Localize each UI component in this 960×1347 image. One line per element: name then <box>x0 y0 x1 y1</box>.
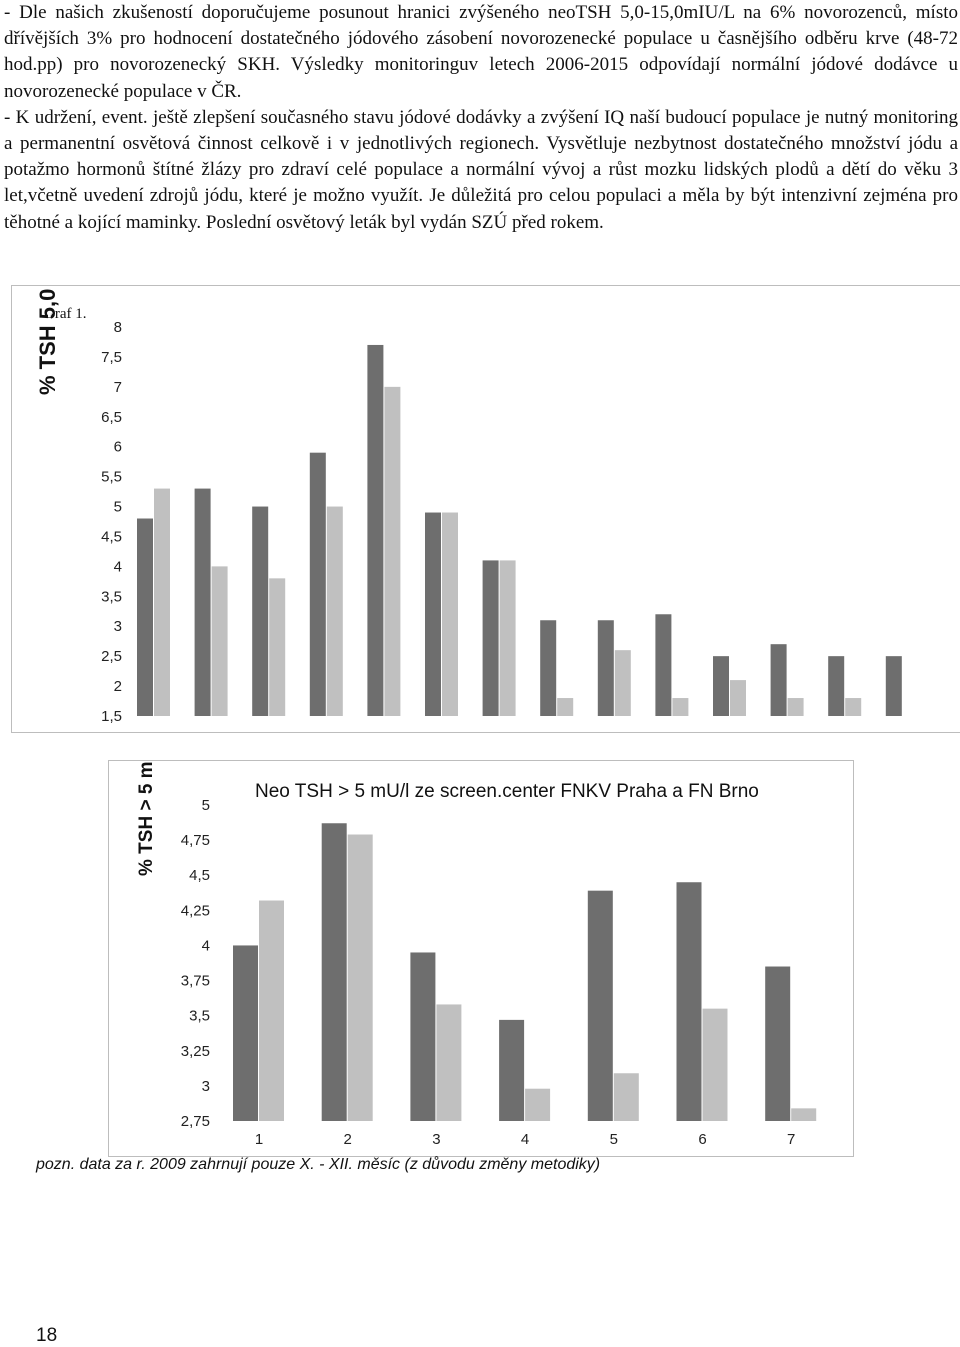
y-tick-label: 4 <box>202 937 210 954</box>
bar-series1 <box>770 644 787 716</box>
bar-series1 <box>410 952 436 1121</box>
bar-series2 <box>791 1108 817 1121</box>
paragraph-monitoring: - K udržení, event. ještě zlepšení souča… <box>4 106 958 233</box>
y-tick-label: 8 <box>114 319 122 336</box>
y-tick-label: 2 <box>114 678 122 695</box>
bar-series1 <box>885 656 902 716</box>
y-tick-label: 6 <box>114 439 122 456</box>
paragraph-neotsh-threshold: - Dle našich zkušeností doporučujeme pos… <box>4 2 958 102</box>
bar-series1 <box>499 1019 525 1121</box>
bar-series2 <box>211 566 228 716</box>
bar-series1 <box>252 506 269 716</box>
x-tick-label: 2 <box>344 1131 352 1148</box>
chart2-title: Neo TSH > 5 mU/l ze screen.center FNKV P… <box>255 781 759 802</box>
y-tick-label: 4,25 <box>181 902 210 919</box>
bar-series2 <box>154 488 170 716</box>
x-tick-label: 7 <box>787 1131 795 1148</box>
chart2-bar-chart: 5 4,75 4,5 4,25 4 3,75 3,5 3,25 3 2,75 1 2 3 4 5 6 7 <box>181 797 817 1148</box>
chart1-bar-chart: 8 7,5 7 6,5 6 5,5 5 4,5 4 3,5 3 2,5 2 1,5 <box>101 319 902 725</box>
bar-series2 <box>787 698 804 716</box>
bar-series1 <box>482 560 499 716</box>
bar-series2 <box>436 1004 462 1121</box>
bar-series2 <box>442 512 458 716</box>
y-tick-label: 5 <box>202 797 210 814</box>
bar-series1 <box>676 882 702 1121</box>
chart1-caption: Graf 1. <box>44 306 87 322</box>
y-tick-label: 4,5 <box>101 528 122 545</box>
bar-series2 <box>347 834 373 1121</box>
y-tick-label: 2,5 <box>101 648 122 665</box>
bar-series2 <box>672 698 689 716</box>
bar-series2 <box>557 698 574 716</box>
body-text: - Dle našich zkušeností doporučujeme pos… <box>4 0 958 236</box>
bar-series1 <box>233 945 258 1121</box>
bar-series2 <box>845 698 862 716</box>
bar-series2 <box>269 578 286 716</box>
page-number: 18 <box>36 1325 58 1346</box>
bar-series1 <box>321 823 347 1121</box>
bar-series2 <box>259 900 284 1121</box>
bar-series2 <box>326 506 343 716</box>
bar-series2 <box>499 560 516 716</box>
y-tick-label: 4 <box>114 558 122 575</box>
bar-series2 <box>730 680 746 716</box>
y-tick-label: 3,5 <box>189 1008 210 1025</box>
bar-series2 <box>613 1073 639 1121</box>
bar-series2 <box>702 1008 728 1121</box>
y-tick-label: 7,5 <box>101 349 122 366</box>
bar-series1 <box>597 620 614 716</box>
bar-series1 <box>309 452 326 716</box>
chart-footnote: pozn. data za r. 2009 zahrnují pouze X. … <box>36 1156 601 1173</box>
y-tick-label: 3 <box>114 618 122 635</box>
x-tick-label: 1 <box>255 1131 263 1148</box>
y-tick-label: 1,5 <box>101 708 122 725</box>
x-tick-label: 4 <box>521 1131 529 1148</box>
y-tick-label: 7 <box>114 379 122 396</box>
y-tick-label: 4,75 <box>181 832 210 849</box>
x-tick-label: 3 <box>432 1131 440 1148</box>
y-tick-label: 3,75 <box>181 973 210 990</box>
bar-series1 <box>367 344 384 716</box>
x-tick-label: 6 <box>698 1131 706 1148</box>
bar-series1 <box>540 620 557 716</box>
bar-series2 <box>614 650 631 716</box>
bar-series1 <box>765 966 791 1121</box>
y-tick-label: 4,5 <box>189 867 210 884</box>
bar-series2 <box>384 386 401 716</box>
bar-series2 <box>525 1088 551 1121</box>
bar-series1 <box>828 656 845 716</box>
y-tick-label: 5,5 <box>101 469 122 486</box>
y-tick-label: 2,75 <box>181 1113 210 1130</box>
bar-series1 <box>587 890 613 1121</box>
bar-series1 <box>137 518 153 716</box>
bar-series1 <box>655 614 672 716</box>
bar-series1 <box>194 488 211 716</box>
chart2-frame <box>108 760 854 1157</box>
y-tick-label: 5 <box>114 499 122 516</box>
x-tick-label: 5 <box>610 1131 618 1148</box>
bar-series1 <box>713 656 729 716</box>
y-tick-label: 6,5 <box>101 409 122 426</box>
y-tick-label: 3,25 <box>181 1043 210 1060</box>
y-tick-label: 3,5 <box>101 588 122 605</box>
y-tick-label: 3 <box>202 1078 210 1095</box>
bar-series1 <box>425 512 441 716</box>
